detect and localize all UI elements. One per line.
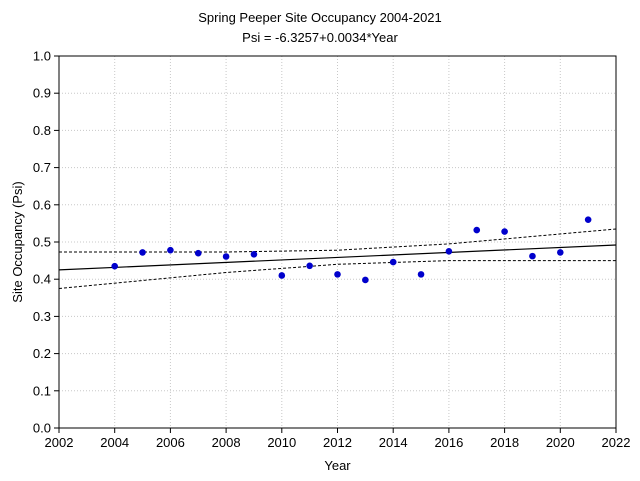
y-tick-label: 0.4 <box>33 272 51 287</box>
x-tick-label: 2016 <box>434 435 463 450</box>
data-point <box>501 228 508 235</box>
x-tick-label: 2004 <box>100 435 129 450</box>
data-point <box>250 250 258 258</box>
y-tick-label: 0.8 <box>33 123 51 138</box>
y-tick-label: 1.0 <box>33 49 51 64</box>
y-tick-label: 0.1 <box>33 383 51 398</box>
y-tick-label: 0.2 <box>33 346 51 361</box>
y-tick-label: 0.9 <box>33 86 51 101</box>
data-point <box>584 216 592 223</box>
data-point <box>557 249 564 256</box>
data-point <box>389 258 397 266</box>
data-point <box>334 271 341 278</box>
x-axis-label: Year <box>324 458 351 473</box>
y-tick-label: 0.6 <box>33 197 51 212</box>
data-point <box>167 246 174 254</box>
y-tick-label: 0.7 <box>33 160 51 175</box>
confidence-band-lower <box>58 260 616 289</box>
data-point <box>529 252 536 260</box>
data-point <box>306 262 313 270</box>
x-tick-label: 2006 <box>156 435 185 450</box>
y-tick-label: 0.5 <box>33 235 51 250</box>
x-tick-label: 2014 <box>379 435 408 450</box>
y-tick-label: 0.0 <box>33 421 51 436</box>
x-tick-label: 2008 <box>212 435 241 450</box>
regression-line <box>58 244 617 271</box>
x-tick-label: 2010 <box>267 435 296 450</box>
x-tick-label: 2018 <box>490 435 519 450</box>
y-tick-label: 0.3 <box>33 309 51 324</box>
chart-subtitle: Psi = -6.3257+0.0034*Year <box>242 30 398 45</box>
data-point <box>362 276 369 284</box>
y-axis-label: Site Occupancy (Psi) <box>10 181 25 302</box>
x-tick-label: 2002 <box>45 435 74 450</box>
data-point <box>473 226 481 234</box>
data-point <box>417 271 425 278</box>
data-point <box>222 253 230 260</box>
x-tick-label: 2022 <box>602 435 631 450</box>
chart-title: Spring Peeper Site Occupancy 2004-2021 <box>198 10 442 25</box>
x-tick-label: 2012 <box>323 435 352 450</box>
data-point <box>445 248 453 255</box>
data-point <box>139 249 146 256</box>
data-point <box>278 272 286 279</box>
x-tick-label: 2020 <box>546 435 575 450</box>
data-point <box>194 249 202 257</box>
data-point <box>111 262 118 270</box>
